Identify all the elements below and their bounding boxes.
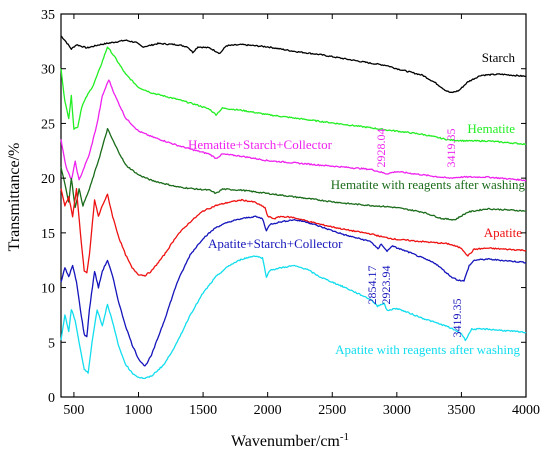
peak-annotation-0: 2928.04: [374, 129, 388, 168]
peak-annotation-2: 2854.17: [365, 266, 379, 305]
plot-border: [60, 13, 527, 398]
y-tick-label: 15: [41, 227, 55, 242]
series-label-2: Hematite+Starch+Collector: [188, 137, 333, 152]
x-axis-title: Wavenumber/cm-1: [231, 431, 349, 450]
x-tick-label: 3000: [383, 403, 411, 418]
series-line-3: [60, 127, 527, 221]
series-label-5: Apatite+Starch+Collector: [208, 236, 343, 251]
series-label-6: Apatite with reagents after washing: [335, 342, 520, 357]
x-tick-label: 2000: [254, 403, 282, 418]
y-tick-label: 30: [41, 63, 55, 78]
x-tick-label: 1500: [189, 403, 217, 418]
series-label-3: Hematite with reagents after washing: [331, 177, 526, 192]
series-line-1: [60, 46, 527, 146]
x-axis-title-superscript: -1: [340, 431, 349, 443]
series-line-5: [60, 215, 527, 367]
x-tick-label: 3500: [447, 403, 475, 418]
peak-annotation-1: 3419.35: [444, 129, 458, 168]
peak-annotation-4: 3419.35: [450, 299, 464, 338]
y-tick-label: 5: [48, 336, 55, 351]
series-label-1: Hematite: [467, 121, 515, 136]
x-tick-label: 4000: [512, 403, 540, 418]
y-tick-label: 10: [41, 282, 55, 297]
series-layer: [60, 35, 527, 380]
y-tick-label: 0: [48, 391, 55, 406]
series-label-4: Apatite: [484, 225, 522, 240]
plot-area: [60, 13, 527, 398]
y-tick-label: 20: [41, 172, 55, 187]
y-tick-label: 25: [41, 117, 55, 132]
peak-annotation-3: 2923.94: [379, 266, 393, 305]
series-line-6: [60, 255, 527, 380]
x-tick-label: 500: [63, 403, 84, 418]
y-axis-title: Transmittance/%: [6, 143, 23, 252]
series-line-0: [60, 35, 527, 94]
y-tick-label: 35: [41, 8, 55, 23]
series-line-4: [60, 188, 527, 277]
series-labels: Starch Hematite Hematite+Starch+Collector H…: [188, 50, 525, 357]
axis-ticks: 500 1000 1500 2000 2500 3000 3500 4000 0 5 10 15 20 2…: [41, 8, 540, 418]
series-line-2: [60, 79, 527, 182]
series-label-0: Starch: [482, 50, 516, 65]
x-tick-label: 2500: [318, 403, 346, 418]
x-tick-label: 1000: [125, 403, 153, 418]
